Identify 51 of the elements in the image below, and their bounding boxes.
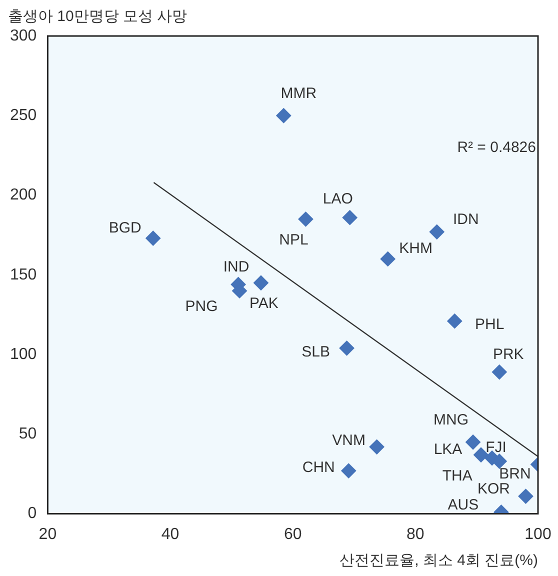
annotation: VNM: [332, 432, 366, 450]
annotation: IND: [223, 258, 250, 276]
point: [380, 251, 396, 266]
annotation: PNG: [185, 298, 218, 315]
x-tick-label: 20: [38, 526, 57, 543]
annotation: NPL: [279, 231, 308, 248]
point: [339, 340, 354, 356]
annotation: KHM: [399, 240, 433, 258]
point: [341, 463, 356, 478]
annotation: SLB: [302, 343, 330, 360]
x-axis-title: 산전진료율, 최소 4회 진료(%): [340, 552, 538, 570]
y-tick-label: 200: [10, 186, 37, 204]
y-axis-title: 출생아 10만명당 모성 사망: [8, 8, 188, 26]
annotation: MNG: [434, 411, 469, 428]
annotation: THA: [442, 467, 472, 484]
y-tick-label: 250: [10, 107, 37, 124]
y-tick-label: 0: [28, 505, 37, 522]
y-tick-label: 150: [10, 266, 37, 284]
x-tick-label: 100: [524, 526, 552, 543]
point: [146, 230, 161, 246]
annotation: FJI: [486, 439, 506, 456]
point: [276, 108, 292, 124]
point: [474, 447, 488, 462]
annotation: PAK: [250, 295, 278, 312]
point: [466, 434, 481, 450]
point: [342, 210, 358, 226]
y-tick-label: 100: [10, 346, 37, 363]
annotation: R² = 0.4826: [457, 139, 536, 156]
annotation: LKA: [434, 441, 462, 458]
annotation: BGD: [108, 219, 142, 236]
point: [429, 224, 444, 240]
x-tick-label: 60: [284, 526, 302, 543]
x-tick-label: 40: [161, 526, 180, 543]
point: [253, 275, 268, 290]
annotation: LAO: [322, 190, 353, 208]
annotation: CHN: [302, 458, 335, 476]
point: [369, 439, 384, 454]
annotation: KOR: [477, 480, 510, 498]
point: [298, 212, 314, 227]
point: [518, 488, 534, 504]
annotation: MMR: [280, 84, 317, 102]
annotation: BRN: [499, 466, 531, 483]
annotation: IDN: [452, 211, 479, 228]
annotation: PHL: [475, 316, 504, 334]
y-tick-label: 300: [10, 27, 37, 44]
y-tick-label: 50: [18, 426, 37, 443]
annotation: PRK: [492, 346, 524, 364]
annotation: AUS: [448, 496, 479, 514]
point: [492, 364, 507, 380]
point: [447, 314, 462, 329]
x-tick-label: 80: [406, 526, 424, 543]
